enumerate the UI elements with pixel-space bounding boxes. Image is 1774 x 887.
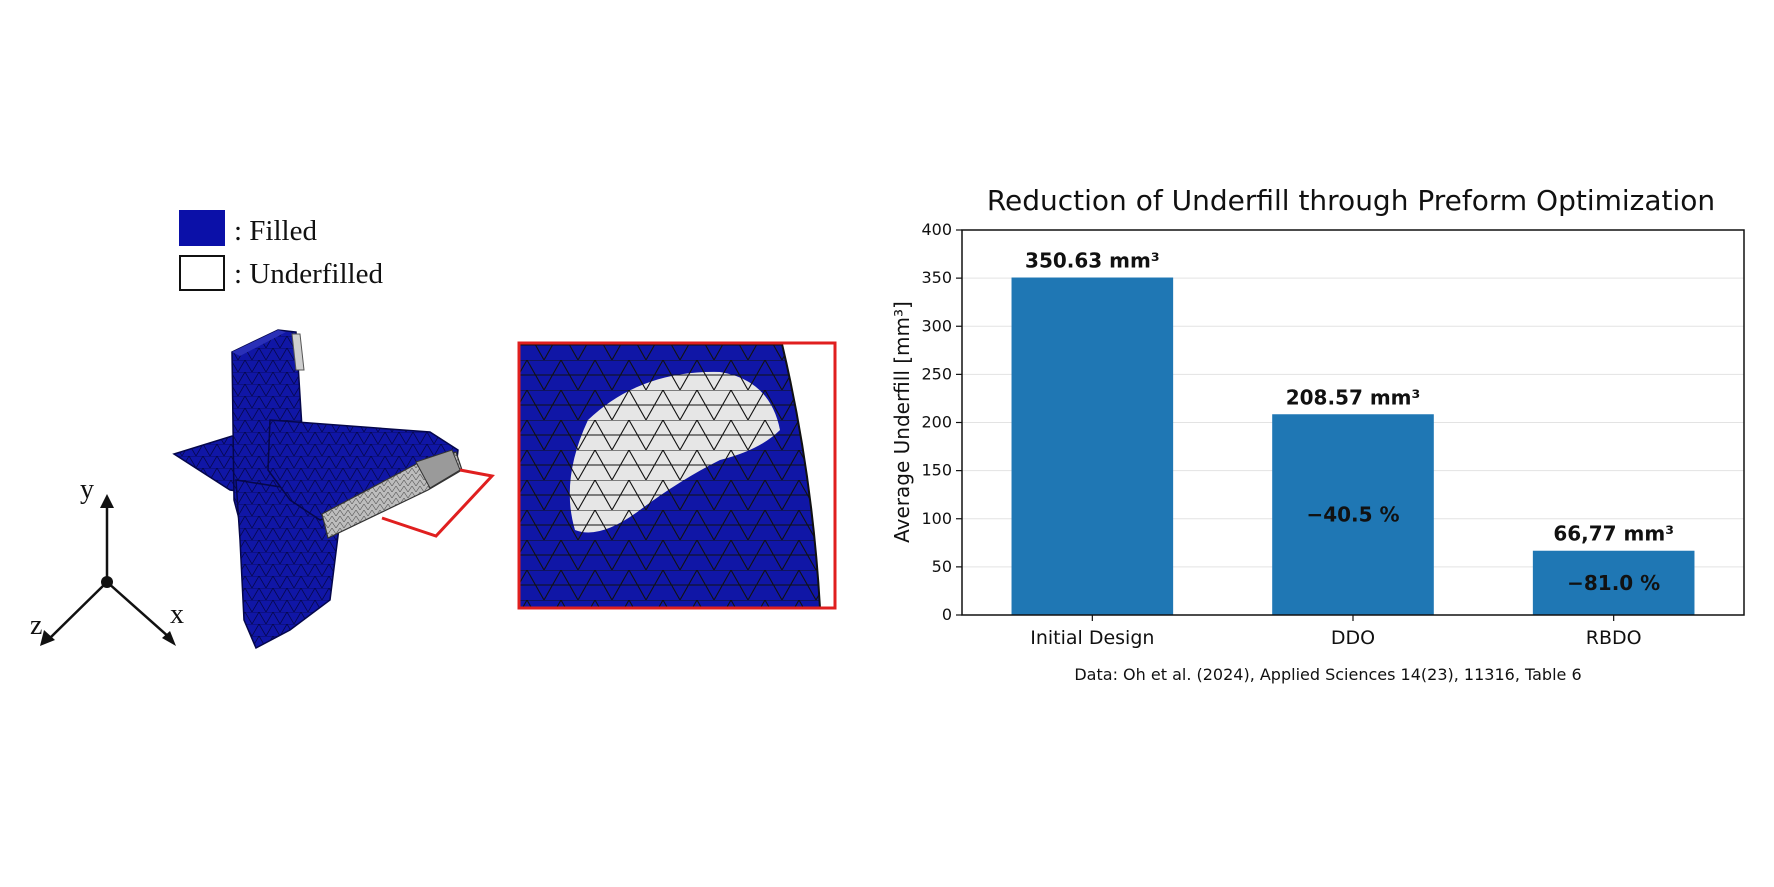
y-axis-ticks: 0 50 100 150 200 250 300 350 400 <box>921 220 962 624</box>
plot-frame <box>961 229 1745 616</box>
y-tick-label: 200 <box>921 413 952 432</box>
bar-labels: 350.63 mm³ 208.57 mm³ −40.5 % 66,77 mm³ −81.… <box>1025 249 1674 595</box>
bar-reduction-label: −81.0 % <box>1567 571 1660 595</box>
legend-filled-label: : Filled <box>234 215 317 247</box>
bar-reduction-label: −40.5 % <box>1306 503 1399 527</box>
data-source-note: Data: Oh et al. (2024), Applied Sciences… <box>1074 665 1581 684</box>
bar-value-label: 208.57 mm³ <box>1286 385 1421 409</box>
x-tick-label: Initial Design <box>1030 627 1154 649</box>
bar-initial-design <box>1011 277 1174 615</box>
bar-value-label: 350.63 mm³ <box>1025 249 1160 273</box>
coordinate-triad: y x z <box>30 474 184 646</box>
axis-z-letter: z <box>30 610 42 641</box>
axis-y-letter: y <box>80 474 94 505</box>
bars <box>1011 277 1695 615</box>
zoom-highlight-box <box>517 341 837 610</box>
y-tick-label: 300 <box>921 316 952 335</box>
y-tick-label: 400 <box>921 220 952 239</box>
chart-title: Reduction of Underfill through Preform O… <box>987 184 1715 217</box>
fe-simulation-figure: : Filled : Underfilled y x z <box>30 210 837 650</box>
bar-ddo <box>1272 414 1434 615</box>
y-tick-label: 100 <box>921 509 952 528</box>
grid-lines <box>962 277 1744 568</box>
y-tick-label: 350 <box>921 268 952 287</box>
axis-x-letter: x <box>170 599 184 630</box>
y-tick-label: 250 <box>921 364 952 383</box>
bar-value-label: 66,77 mm³ <box>1553 522 1674 546</box>
x-tick-label: RBDO <box>1586 627 1642 649</box>
legend-underfilled-label: : Underfilled <box>234 258 383 290</box>
legend-filled-swatch <box>179 210 225 246</box>
y-tick-label: 150 <box>921 461 952 480</box>
x-tick-label: DDO <box>1331 627 1375 649</box>
bar-rbdo <box>1532 550 1695 615</box>
y-axis-label: Average Underfill [mm³] <box>890 301 914 543</box>
forged-part-3d <box>172 329 463 650</box>
x-axis-ticks: Initial Design DDO RBDO <box>1030 615 1642 649</box>
y-tick-label: 0 <box>942 605 952 624</box>
y-tick-label: 50 <box>932 557 952 576</box>
callout-box <box>381 468 495 538</box>
zoomed-mesh-view <box>520 344 836 608</box>
legend-underfilled-swatch <box>179 255 225 291</box>
